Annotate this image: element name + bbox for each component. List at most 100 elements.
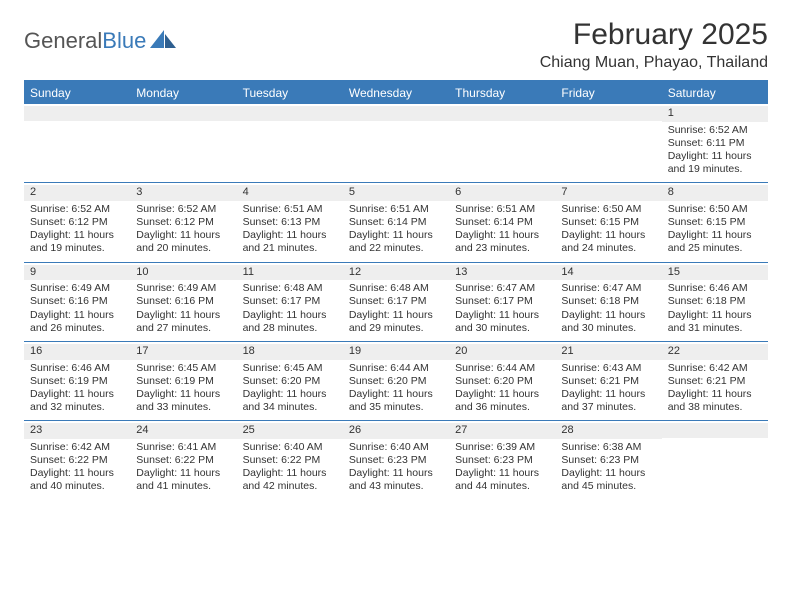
sunset-line: Sunset: 6:12 PM	[30, 216, 124, 229]
day-number: 27	[449, 423, 555, 439]
weekday-label: Wednesday	[343, 82, 449, 104]
calendar-cell: 12Sunrise: 6:48 AMSunset: 6:17 PMDayligh…	[343, 263, 449, 341]
calendar-cell: 18Sunrise: 6:45 AMSunset: 6:20 PMDayligh…	[237, 342, 343, 420]
day-number	[237, 106, 343, 121]
sunrise-line: Sunrise: 6:52 AM	[30, 203, 124, 216]
sunset-line: Sunset: 6:21 PM	[668, 375, 762, 388]
sunrise-line: Sunrise: 6:43 AM	[561, 362, 655, 375]
calendar-cell: 22Sunrise: 6:42 AMSunset: 6:21 PMDayligh…	[662, 342, 768, 420]
sunset-line: Sunset: 6:16 PM	[136, 295, 230, 308]
daylight-line: Daylight: 11 hours and 30 minutes.	[455, 309, 549, 335]
calendar-cell: 3Sunrise: 6:52 AMSunset: 6:12 PMDaylight…	[130, 183, 236, 261]
logo-text-blue: Blue	[102, 28, 146, 54]
daylight-line: Daylight: 11 hours and 32 minutes.	[30, 388, 124, 414]
header: GeneralBlue February 2025 Chiang Muan, P…	[24, 18, 768, 72]
calendar-cell: 27Sunrise: 6:39 AMSunset: 6:23 PMDayligh…	[449, 421, 555, 499]
daylight-line: Daylight: 11 hours and 41 minutes.	[136, 467, 230, 493]
day-number: 12	[343, 265, 449, 281]
sunrise-line: Sunrise: 6:50 AM	[561, 203, 655, 216]
weekday-header: Sunday Monday Tuesday Wednesday Thursday…	[24, 82, 768, 104]
calendar-cell: 24Sunrise: 6:41 AMSunset: 6:22 PMDayligh…	[130, 421, 236, 499]
sunset-line: Sunset: 6:12 PM	[136, 216, 230, 229]
day-number: 28	[555, 423, 661, 439]
calendar-cell: 17Sunrise: 6:45 AMSunset: 6:19 PMDayligh…	[130, 342, 236, 420]
daylight-line: Daylight: 11 hours and 33 minutes.	[136, 388, 230, 414]
sunset-line: Sunset: 6:23 PM	[561, 454, 655, 467]
daylight-line: Daylight: 11 hours and 22 minutes.	[349, 229, 443, 255]
day-number: 9	[24, 265, 130, 281]
sunset-line: Sunset: 6:14 PM	[455, 216, 549, 229]
daylight-line: Daylight: 11 hours and 29 minutes.	[349, 309, 443, 335]
sunset-line: Sunset: 6:15 PM	[668, 216, 762, 229]
daylight-line: Daylight: 11 hours and 19 minutes.	[668, 150, 762, 176]
day-number: 17	[130, 344, 236, 360]
sunrise-line: Sunrise: 6:42 AM	[668, 362, 762, 375]
calendar-cell	[24, 104, 130, 182]
day-number: 4	[237, 185, 343, 201]
day-number: 21	[555, 344, 661, 360]
sunrise-line: Sunrise: 6:52 AM	[136, 203, 230, 216]
calendar-cell: 28Sunrise: 6:38 AMSunset: 6:23 PMDayligh…	[555, 421, 661, 499]
day-number: 23	[24, 423, 130, 439]
sunrise-line: Sunrise: 6:51 AM	[455, 203, 549, 216]
sunrise-line: Sunrise: 6:47 AM	[455, 282, 549, 295]
sunset-line: Sunset: 6:16 PM	[30, 295, 124, 308]
weekday-label: Saturday	[662, 82, 768, 104]
sunrise-line: Sunrise: 6:48 AM	[243, 282, 337, 295]
day-number: 11	[237, 265, 343, 281]
calendar-cell	[662, 421, 768, 499]
daylight-line: Daylight: 11 hours and 40 minutes.	[30, 467, 124, 493]
sunrise-line: Sunrise: 6:48 AM	[349, 282, 443, 295]
calendar-cell: 23Sunrise: 6:42 AMSunset: 6:22 PMDayligh…	[24, 421, 130, 499]
sunrise-line: Sunrise: 6:40 AM	[349, 441, 443, 454]
sunset-line: Sunset: 6:22 PM	[30, 454, 124, 467]
title-block: February 2025 Chiang Muan, Phayao, Thail…	[540, 18, 768, 72]
sunset-line: Sunset: 6:13 PM	[243, 216, 337, 229]
day-number	[24, 106, 130, 121]
sunrise-line: Sunrise: 6:52 AM	[668, 124, 762, 137]
daylight-line: Daylight: 11 hours and 27 minutes.	[136, 309, 230, 335]
weekday-label: Thursday	[449, 82, 555, 104]
daylight-line: Daylight: 11 hours and 23 minutes.	[455, 229, 549, 255]
calendar-cell: 11Sunrise: 6:48 AMSunset: 6:17 PMDayligh…	[237, 263, 343, 341]
sunrise-line: Sunrise: 6:51 AM	[349, 203, 443, 216]
daylight-line: Daylight: 11 hours and 24 minutes.	[561, 229, 655, 255]
sunset-line: Sunset: 6:20 PM	[455, 375, 549, 388]
daylight-line: Daylight: 11 hours and 36 minutes.	[455, 388, 549, 414]
calendar-cell	[343, 104, 449, 182]
daylight-line: Daylight: 11 hours and 28 minutes.	[243, 309, 337, 335]
sunrise-line: Sunrise: 6:45 AM	[136, 362, 230, 375]
calendar-week: 9Sunrise: 6:49 AMSunset: 6:16 PMDaylight…	[24, 262, 768, 341]
day-number	[449, 106, 555, 121]
day-number	[343, 106, 449, 121]
daylight-line: Daylight: 11 hours and 38 minutes.	[668, 388, 762, 414]
daylight-line: Daylight: 11 hours and 34 minutes.	[243, 388, 337, 414]
day-number: 1	[662, 106, 768, 122]
day-number: 16	[24, 344, 130, 360]
sunset-line: Sunset: 6:17 PM	[455, 295, 549, 308]
calendar-cell: 25Sunrise: 6:40 AMSunset: 6:22 PMDayligh…	[237, 421, 343, 499]
sunset-line: Sunset: 6:11 PM	[668, 137, 762, 150]
calendar-cell: 6 Sunrise: 6:51 AMSunset: 6:14 PMDaylight…	[449, 183, 555, 261]
daylight-line: Daylight: 11 hours and 26 minutes.	[30, 309, 124, 335]
calendar-cell: 7Sunrise: 6:50 AMSunset: 6:15 PMDaylight…	[555, 183, 661, 261]
calendar-week: 1 Sunrise: 6:52 AMSunset: 6:11 PMDaylight…	[24, 104, 768, 182]
calendar-cell: 26Sunrise: 6:40 AMSunset: 6:23 PMDayligh…	[343, 421, 449, 499]
sunrise-line: Sunrise: 6:49 AM	[136, 282, 230, 295]
sunrise-line: Sunrise: 6:44 AM	[455, 362, 549, 375]
sunset-line: Sunset: 6:17 PM	[349, 295, 443, 308]
day-number: 13	[449, 265, 555, 281]
logo: GeneralBlue	[24, 28, 176, 54]
calendar: Sunday Monday Tuesday Wednesday Thursday…	[24, 80, 768, 499]
calendar-cell: 10Sunrise: 6:49 AMSunset: 6:16 PMDayligh…	[130, 263, 236, 341]
daylight-line: Daylight: 11 hours and 20 minutes.	[136, 229, 230, 255]
calendar-cell: 15Sunrise: 6:46 AMSunset: 6:18 PMDayligh…	[662, 263, 768, 341]
daylight-line: Daylight: 11 hours and 45 minutes.	[561, 467, 655, 493]
sunset-line: Sunset: 6:23 PM	[349, 454, 443, 467]
day-number: 6	[449, 185, 555, 201]
calendar-cell: 1 Sunrise: 6:52 AMSunset: 6:11 PMDaylight…	[662, 104, 768, 182]
daylight-line: Daylight: 11 hours and 37 minutes.	[561, 388, 655, 414]
sunset-line: Sunset: 6:20 PM	[243, 375, 337, 388]
sunset-line: Sunset: 6:22 PM	[243, 454, 337, 467]
calendar-cell: 13Sunrise: 6:47 AMSunset: 6:17 PMDayligh…	[449, 263, 555, 341]
